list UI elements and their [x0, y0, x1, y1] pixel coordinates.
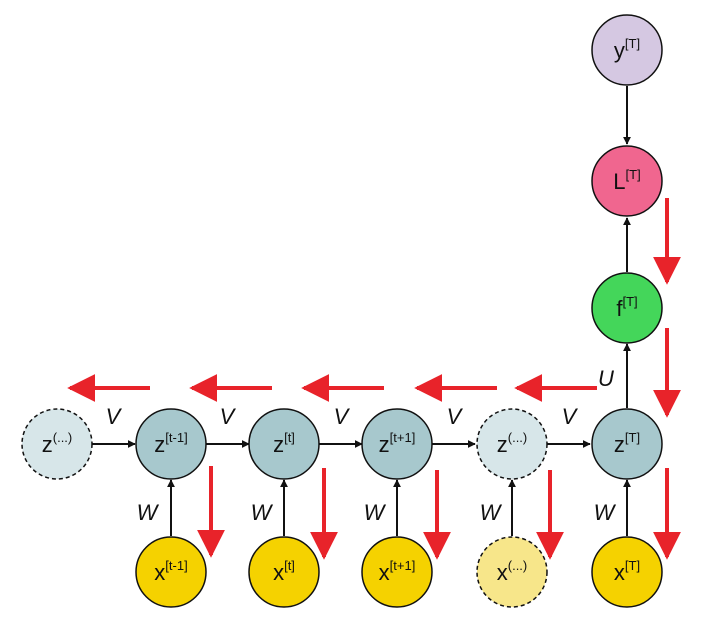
- svg-text:x[t]: x[t]: [273, 558, 295, 585]
- svg-text:x(...): x(...): [497, 558, 528, 585]
- svg-text:z[T]: z[T]: [614, 430, 640, 457]
- svg-text:z(...): z(...): [497, 430, 528, 457]
- node-z-T: z[T]: [591, 408, 663, 480]
- weight-label-u: U: [598, 366, 614, 391]
- weight-label-v-4: V: [447, 404, 464, 429]
- node-z-t: z[t]: [248, 408, 320, 480]
- weight-label-w-3: W: [364, 500, 387, 525]
- node-z-dots-left: z(...): [21, 408, 93, 480]
- node-x-dots: x(...): [476, 536, 548, 608]
- svg-text:x[T]: x[T]: [614, 558, 640, 585]
- weight-label-v-3: V: [334, 404, 351, 429]
- weight-label-v-1: V: [106, 404, 123, 429]
- weight-label-w-1: W: [137, 500, 160, 525]
- weight-label-v-5: V: [562, 404, 579, 429]
- node-f-T: f[T]: [591, 272, 663, 344]
- node-y-T: y[T]: [591, 14, 663, 86]
- svg-text:z[t+1]: z[t+1]: [379, 430, 416, 457]
- svg-text:y[T]: y[T]: [614, 36, 640, 63]
- weight-label-w-5: W: [594, 500, 617, 525]
- node-x-t-minus-1: x[t-1]: [135, 536, 207, 608]
- svg-text:z[t-1]: z[t-1]: [154, 430, 187, 457]
- node-L-T: L[T]: [591, 145, 663, 217]
- weight-label-w-4: W: [480, 500, 503, 525]
- node-z-t-minus-1: z[t-1]: [135, 408, 207, 480]
- svg-text:x[t-1]: x[t-1]: [154, 558, 187, 585]
- svg-text:z(...): z(...): [42, 430, 73, 457]
- svg-text:f[T]: f[T]: [616, 294, 637, 321]
- node-z-dots-right: z(...): [476, 408, 548, 480]
- node-x-t-plus-1: x[t+1]: [361, 536, 433, 608]
- weight-label-v-2: V: [220, 404, 237, 429]
- node-x-t: x[t]: [248, 536, 320, 608]
- weight-label-w-2: W: [251, 500, 274, 525]
- node-z-t-plus-1: z[t+1]: [361, 408, 433, 480]
- svg-text:z[t]: z[t]: [273, 430, 295, 457]
- node-x-T: x[T]: [591, 536, 663, 608]
- svg-text:L[T]: L[T]: [613, 167, 640, 194]
- svg-text:x[t+1]: x[t+1]: [379, 558, 416, 585]
